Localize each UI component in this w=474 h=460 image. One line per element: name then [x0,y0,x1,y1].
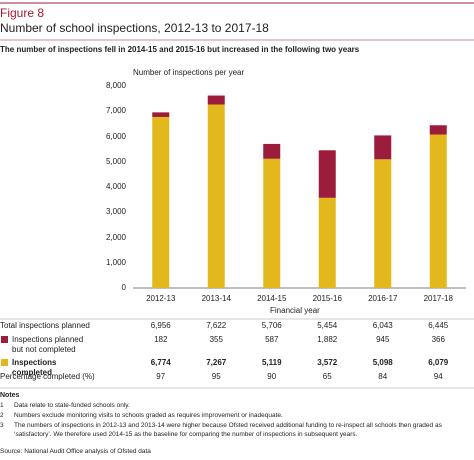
y-tick-label: 6,000 [105,131,126,141]
bar-segment [318,197,336,288]
bar-segment [263,143,281,159]
bar-segment [429,125,447,135]
y-tick-label: 4,000 [105,182,126,191]
table-cell: 65 [322,372,332,381]
row-label: Percentage completed (%) [0,372,95,381]
note-number: 1 [0,402,4,409]
table-cell: 95 [211,372,221,381]
figure-label: Figure 8 [0,6,45,20]
x-tick-label: 2012-13 [146,294,176,303]
bar-segment [152,112,170,117]
note-number: 2 [0,412,4,419]
bar-segment [429,134,447,288]
table-cell: 7,267 [206,358,227,367]
y-tick-label: 3,000 [105,207,126,217]
source: Source: National Audit Office analysis o… [0,448,151,455]
table-cell: 6,079 [428,358,449,367]
table-cell: 5,706 [261,321,282,330]
table-cell: 5,454 [317,321,338,330]
bar-segment [374,135,392,160]
table-cell: 355 [209,335,223,344]
x-tick-label: 2015-16 [312,294,342,303]
table-cell: 366 [431,335,445,344]
chart-subtitle: The number of inspections fell in 2014-1… [0,45,360,54]
table-cell: 1,882 [317,335,338,344]
bar-segment [374,159,392,288]
x-tick-label: 2014-15 [257,294,287,303]
y-tick-label: 7,000 [105,106,126,116]
table-cell: 84 [378,372,388,381]
table-cell: 587 [265,335,279,344]
y-tick-label: 2,000 [105,232,126,242]
x-tick-label: 2016-17 [368,294,398,303]
y-tick-label: 0 [121,283,126,292]
table-cell: 182 [154,335,168,344]
table-cell: 6,774 [150,358,171,367]
table-cell: 6,445 [428,321,449,330]
notes-heading: Notes [0,392,20,399]
y-tick-label: 1,000 [105,257,126,267]
note-text: The numbers of inspections in 2012-13 an… [14,422,442,438]
table-cell: 94 [433,372,443,381]
note-text: Data relate to state-funded schools only… [14,402,130,409]
bar-segment [207,95,225,105]
chart-title: Number of school inspections, 2012-13 to… [0,21,269,35]
bar-segment [207,104,225,289]
table-cell: 6,043 [372,321,393,330]
legend-label: Inspections completed [12,358,57,377]
table-cell: 7,622 [206,321,227,330]
table-cell: 97 [156,372,166,381]
row-label: Total inspections planned [0,321,90,330]
x-axis-label: Financial year [270,306,320,315]
y-axis-label: Number of inspections per year [133,68,245,77]
table-cell: 90 [267,372,277,381]
y-tick-label: 5,000 [105,156,126,166]
bar-segment [318,150,336,198]
table-cell: 6,956 [150,321,171,330]
x-tick-label: 2017-18 [423,294,453,303]
bar-segment [152,116,170,288]
note-number: 3 [0,422,4,429]
x-tick-label: 2013-14 [201,294,231,303]
table-cell: 3,572 [317,358,338,367]
table-cell: 5,119 [261,358,282,367]
legend-label: Inspections planned but not completed [12,335,84,354]
legend-swatch [1,336,8,343]
table-cell: 5,098 [372,358,393,367]
y-tick-label: 8,000 [105,81,126,90]
legend-swatch [1,359,8,366]
bar-segment [263,158,281,288]
table-cell: 945 [376,335,390,344]
note-text: Numbers exclude monitoring visits to sch… [14,412,283,419]
